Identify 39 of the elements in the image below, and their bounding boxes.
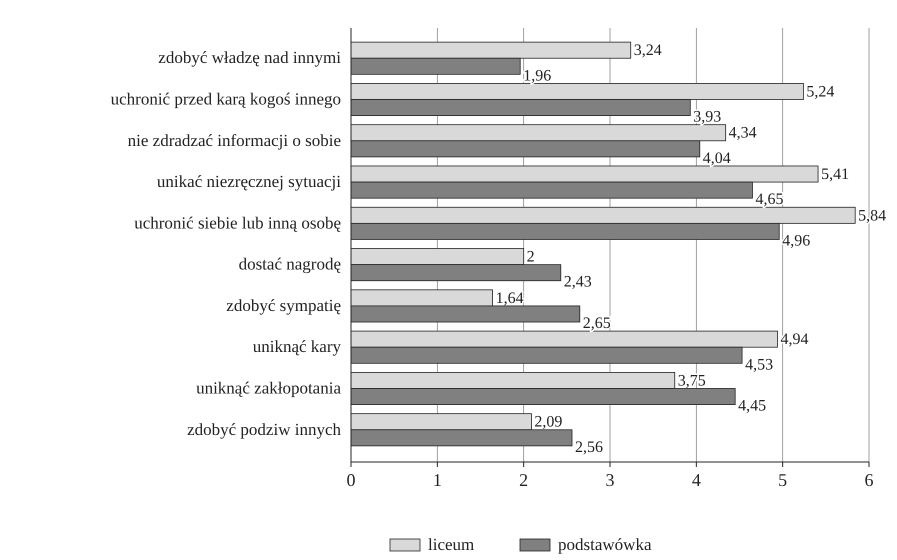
y-tick-label: uchronić siebie lub inną osobę — [134, 213, 341, 232]
data-label: 5,41 — [821, 166, 850, 184]
x-tick-label: 1 — [432, 470, 442, 490]
data-label: 2,09 — [534, 414, 562, 431]
x-tick-label: 3 — [606, 470, 614, 490]
data-label: 4,94 — [780, 331, 808, 348]
data-label: 2 — [526, 248, 535, 266]
data-label: 5,24 — [806, 83, 834, 100]
data-label: 4,04 — [702, 150, 731, 167]
y-tick-label: uniknąć kary — [252, 337, 342, 356]
x-tick-label: 2 — [519, 470, 528, 490]
x-tick-label: 0 — [346, 470, 356, 490]
data-label: 2,56 — [575, 438, 604, 456]
y-tick-label: unikać niezręcznej sytuacji — [156, 172, 342, 192]
data-label: 1,64 — [496, 290, 524, 307]
x-tick-label: 4 — [692, 470, 701, 490]
data-label: 5,84 — [858, 207, 886, 224]
x-tick-label: 5 — [778, 470, 788, 490]
y-tick-label: uniknąć zakłopotania — [196, 378, 342, 398]
data-label: 4,65 — [755, 191, 784, 208]
data-label: 2,43 — [564, 274, 592, 291]
data-label: 3,93 — [693, 108, 722, 126]
x-tick-label: 6 — [864, 470, 874, 490]
y-tick-label: uchronić przed karą kogoś innego — [110, 90, 341, 109]
y-tick-label: zdobyć sympatię — [226, 296, 341, 315]
legend-label: liceum — [428, 535, 474, 554]
y-tick-label: zdobyć władzę nad innymi — [158, 48, 342, 68]
y-tick-label: zdobyć podziw innych — [187, 420, 342, 439]
data-label: 3,24 — [634, 42, 662, 60]
y-tick-label: nie zdradzać informacji o sobie — [128, 130, 341, 150]
data-label: 3,75 — [678, 372, 706, 390]
legend-label: podstawówka — [558, 535, 652, 554]
data-label: 4,96 — [782, 232, 810, 250]
data-label: 2,65 — [582, 315, 611, 332]
y-tick-label: dostać nagrodę — [238, 254, 341, 274]
data-label: 4,53 — [745, 356, 774, 374]
data-label: 1,96 — [523, 67, 552, 84]
data-label: 4,34 — [728, 124, 757, 142]
data-label: 4,45 — [738, 398, 766, 415]
